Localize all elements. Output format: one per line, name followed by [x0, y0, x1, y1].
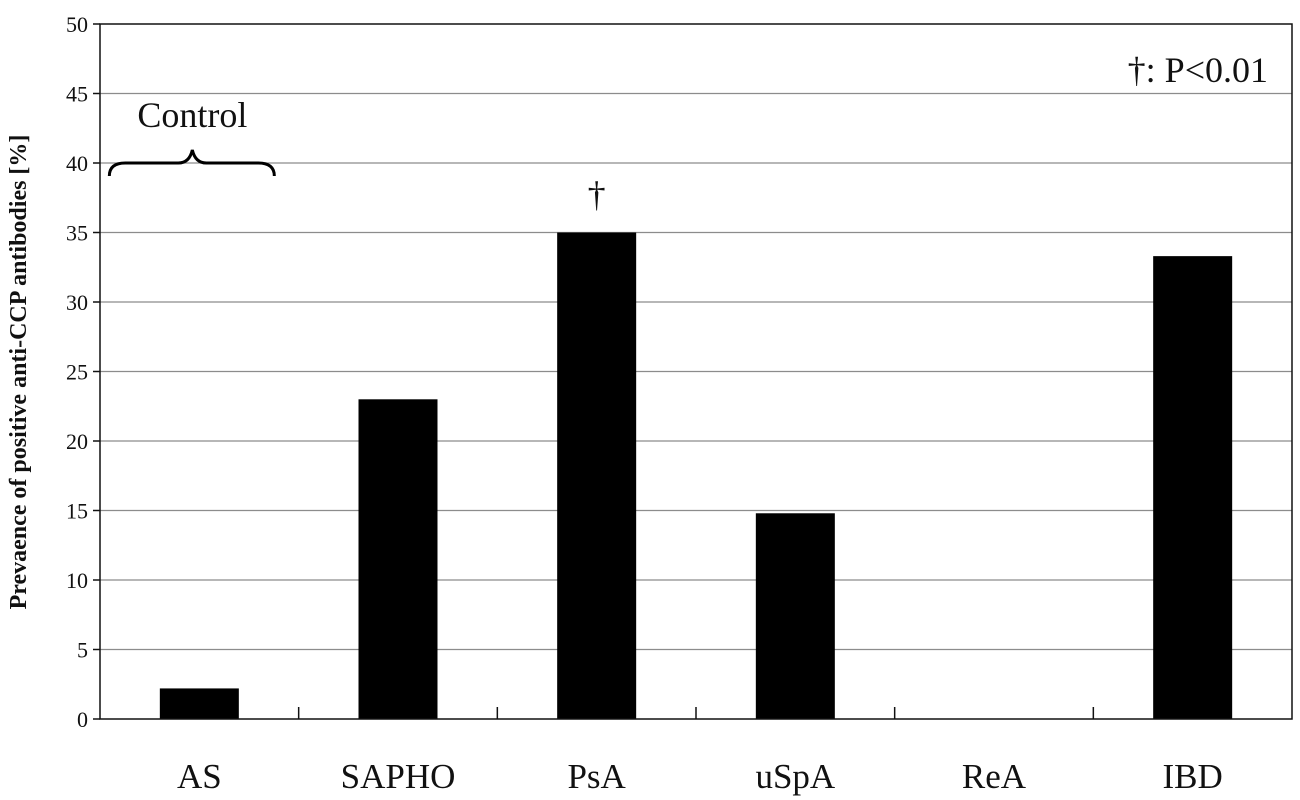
- bar-IBD: [1153, 256, 1233, 719]
- bar-SAPHO: [358, 399, 438, 719]
- legend-note: †: P<0.01: [1128, 50, 1268, 90]
- y-tick-label-45: 45: [66, 82, 88, 107]
- significance-marker: †: [588, 175, 606, 215]
- annotations: † †: P<0.01 Control: [107, 50, 1268, 215]
- y-axis-title: Prevaence of positive anti-CCP antibodie…: [6, 135, 32, 610]
- x-tick-label-uSpA: uSpA: [755, 757, 835, 796]
- y-tick-label-5: 5: [77, 638, 88, 663]
- y-tick-label-15: 15: [66, 499, 88, 524]
- bar-AS: [159, 688, 239, 719]
- y-tick-label-35: 35: [66, 221, 88, 246]
- y-tick-label-40: 40: [66, 151, 88, 176]
- bars: [159, 232, 1233, 719]
- bar-PsA: [557, 232, 637, 719]
- y-tick-label-25: 25: [66, 360, 88, 385]
- control-label: Control: [137, 95, 247, 135]
- y-tick-label-10: 10: [66, 568, 88, 593]
- x-axis-ticks: AS SAPHO PsA uSpA ReA IBD: [177, 707, 1223, 796]
- x-tick-label-IBD: IBD: [1163, 757, 1223, 796]
- x-tick-label-AS: AS: [177, 757, 222, 796]
- control-bracket: [107, 149, 276, 177]
- x-tick-label-PsA: PsA: [567, 757, 626, 796]
- y-tick-label-30: 30: [66, 290, 88, 315]
- y-tick-label-0: 0: [77, 707, 88, 732]
- gridlines: [100, 92, 1292, 651]
- x-tick-label-SAPHO: SAPHO: [341, 757, 456, 796]
- y-tick-label-50: 50: [66, 12, 88, 37]
- y-tick-label-20: 20: [66, 429, 88, 454]
- y-axis-ticks: 0 5 10 15 20 25 30 35 40 45 50: [66, 12, 100, 732]
- x-tick-label-ReA: ReA: [962, 757, 1027, 796]
- bar-uSpA: [755, 513, 835, 719]
